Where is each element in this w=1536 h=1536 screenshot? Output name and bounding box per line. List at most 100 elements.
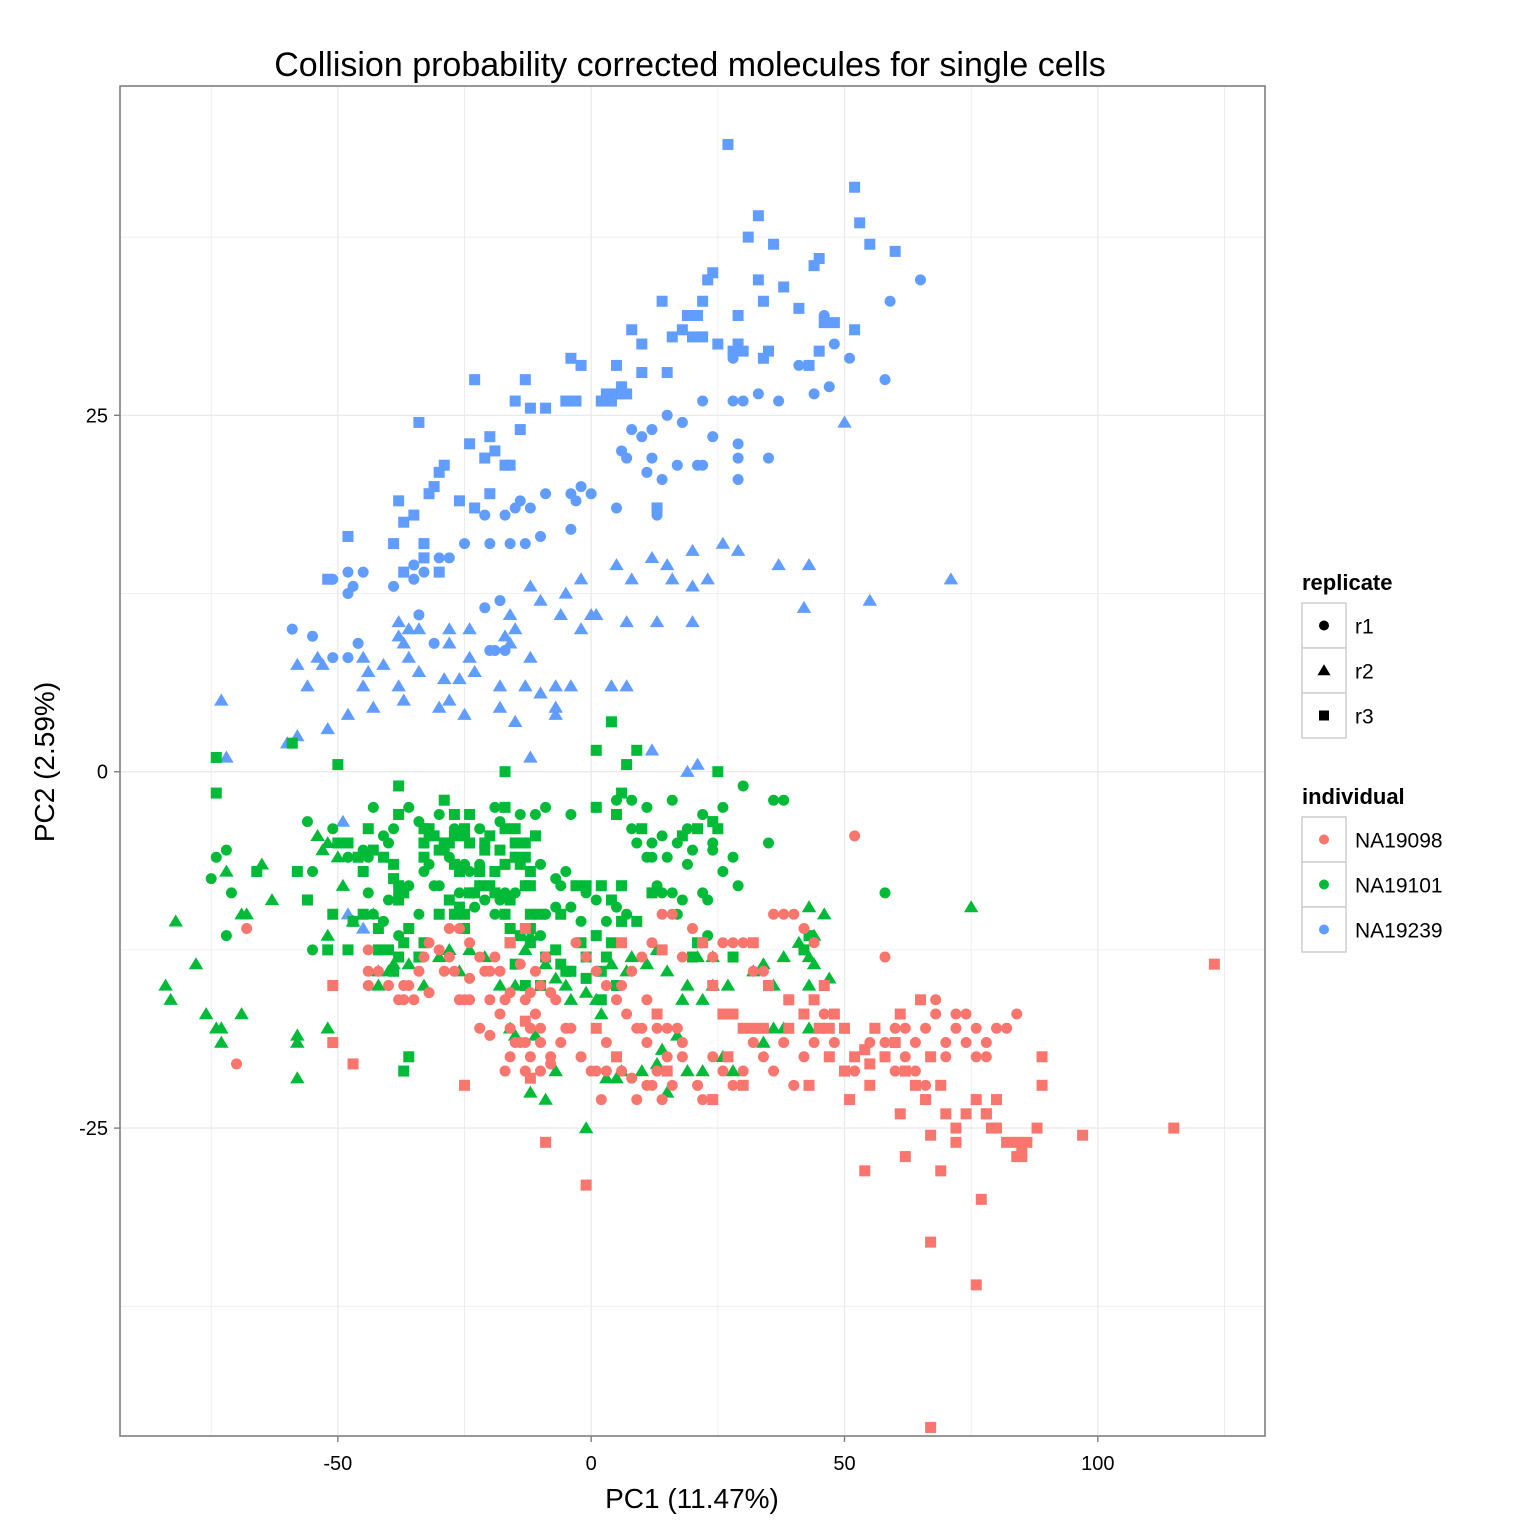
series-NA19239-r2 (214, 415, 959, 934)
data-point (712, 823, 724, 835)
data-point (793, 302, 805, 314)
data-point (205, 873, 217, 885)
data-point (590, 744, 602, 756)
data-point (479, 452, 491, 464)
data-point (366, 700, 381, 713)
data-point (494, 844, 506, 856)
data-point (990, 1094, 1002, 1106)
data-point (453, 901, 465, 913)
data-point (626, 324, 638, 336)
data-point (690, 757, 705, 770)
data-point (611, 1051, 623, 1063)
data-point (560, 965, 572, 977)
data-point (514, 424, 526, 436)
data-point (383, 980, 395, 992)
data-point (600, 915, 612, 927)
data-point (768, 238, 780, 250)
data-point (950, 1136, 962, 1148)
data-point (600, 1037, 612, 1049)
data-point (540, 951, 552, 963)
data-point (656, 295, 668, 307)
data-point (595, 395, 607, 407)
data-point (697, 937, 709, 949)
data-point (806, 928, 822, 941)
data-point (411, 665, 427, 678)
data-point (479, 837, 491, 849)
data-point (762, 345, 774, 357)
data-point (641, 1037, 653, 1049)
data-point (330, 850, 346, 863)
data-point (859, 1165, 871, 1177)
data-point (342, 566, 354, 578)
data-point (666, 908, 678, 920)
data-point (504, 923, 516, 935)
data-point (788, 1079, 800, 1091)
data-point (509, 502, 521, 514)
data-point (514, 858, 526, 870)
data-point (737, 345, 749, 357)
data-point (558, 978, 574, 991)
data-point (909, 1037, 921, 1049)
data-point (393, 994, 405, 1006)
data-point (624, 572, 639, 585)
data-point (413, 908, 425, 920)
data-point (818, 317, 830, 329)
data-point (578, 985, 594, 998)
data-point (778, 281, 790, 293)
data-point (290, 1035, 305, 1048)
data-point (611, 794, 623, 806)
data-point (651, 1065, 663, 1077)
data-point (535, 1065, 547, 1077)
data-point (798, 1051, 810, 1063)
data-point (666, 794, 678, 806)
data-point (565, 352, 577, 364)
data-point (565, 808, 577, 820)
data-point (773, 395, 785, 407)
data-point (504, 987, 516, 999)
data-point (524, 937, 536, 949)
data-point (636, 338, 648, 350)
data-point (580, 951, 592, 963)
data-point (391, 615, 406, 628)
data-point (347, 1058, 359, 1070)
data-point (656, 944, 668, 956)
data-point (290, 1028, 305, 1041)
data-point (408, 509, 420, 521)
data-point (828, 1037, 840, 1049)
data-point (494, 816, 506, 828)
data-point (514, 1037, 526, 1049)
data-point (499, 1065, 511, 1077)
data-point (609, 1071, 624, 1084)
data-point (925, 1129, 937, 1141)
data-point (656, 887, 668, 899)
data-point (680, 978, 695, 991)
data-point (474, 1022, 486, 1034)
data-point (492, 679, 508, 692)
data-point (768, 908, 780, 920)
data-point (462, 650, 477, 663)
x-tick-label: -50 (323, 1453, 352, 1475)
data-point (367, 844, 379, 856)
data-point (894, 1008, 906, 1020)
data-point (590, 894, 602, 906)
data-point (762, 980, 774, 992)
data-point (438, 794, 450, 806)
data-point (970, 1022, 982, 1034)
data-point (899, 1151, 911, 1163)
data-point (352, 637, 364, 649)
plot-area (119, 85, 1266, 1437)
data-point (383, 894, 395, 906)
data-point (504, 1051, 516, 1063)
data-point (489, 645, 501, 657)
y-axis: -25 0 25 (79, 405, 120, 1140)
data-point (752, 274, 764, 286)
data-point (464, 937, 476, 949)
data-point (362, 887, 374, 899)
data-point (357, 566, 369, 578)
data-point (433, 466, 445, 478)
data-point (535, 1037, 547, 1049)
legend-key-glyph (1317, 664, 1331, 676)
data-point (599, 1071, 614, 1084)
data-point (980, 1108, 992, 1120)
data-point (418, 538, 430, 550)
